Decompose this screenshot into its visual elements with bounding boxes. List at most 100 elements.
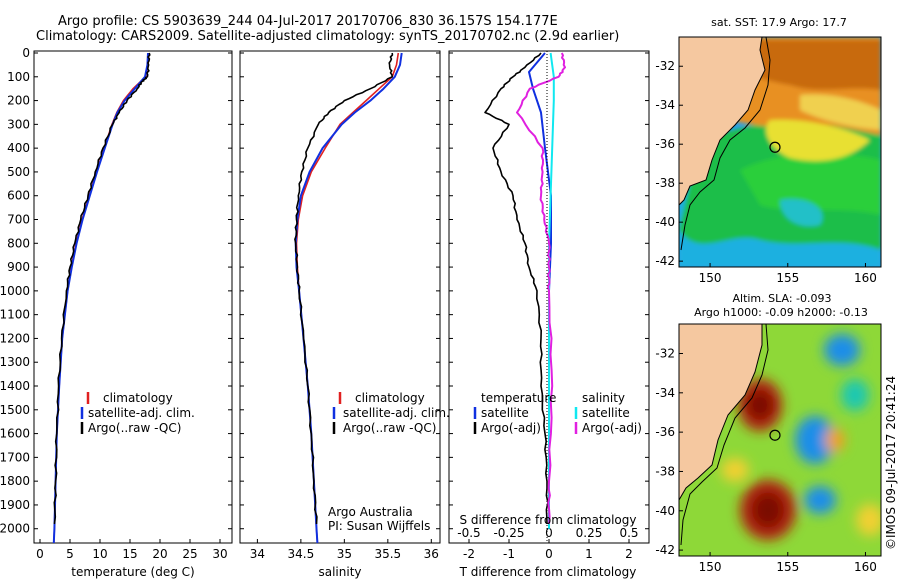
sla-argo-position-marker <box>769 429 781 441</box>
salinity-annotation-line2: PI: Susan Wijffels <box>328 519 430 533</box>
s-tick-label: -0.5 <box>457 526 480 540</box>
salinity-xlabel: salinity <box>318 565 361 579</box>
x-tick-label: 34.5 <box>288 547 315 561</box>
depth-tick-label: 600 <box>7 189 30 203</box>
depth-tick-label: 900 <box>7 260 30 274</box>
map-x-tick-label: 160 <box>854 560 877 574</box>
x-tick-label: 1 <box>585 547 593 561</box>
x-tick-label: 34 <box>250 547 265 561</box>
s-tick-label: 0.25 <box>576 526 603 540</box>
x-tick-label: 35.5 <box>374 547 401 561</box>
s-tick-label: 0.5 <box>619 526 638 540</box>
difference-panel: -2 -1 0 1 2 -0.5 -0.25 0 0.25 0.5 temperature sat… <box>448 50 650 579</box>
legend-label-satellite: satellite-adj. clim. <box>88 406 195 420</box>
legend-title-salinity: salinity <box>582 391 625 405</box>
depth-tick-label: 200 <box>7 94 30 108</box>
sla-map-field <box>679 324 881 556</box>
sst-map-panel: sat. SST: 17.9 Argo: 17.7 150 155 160 -32 -3… <box>655 16 882 285</box>
t-difference-xlabel: T difference from climatology <box>459 565 637 579</box>
temperature-xlabel: temperature (deg C) <box>71 565 194 579</box>
map-y-tick-label: -38 <box>655 464 675 478</box>
x-tick-label: 25 <box>182 547 197 561</box>
legend-label-argo: Argo(..raw -QC) <box>88 421 181 435</box>
salinity-panel: 34 34.5 35 35.5 36 climatology satellite-adj… <box>239 50 450 579</box>
x-tick-label: 10 <box>92 547 107 561</box>
depth-tick-label: 1700 <box>0 450 30 464</box>
map-y-tick-label: -40 <box>655 504 675 518</box>
legend-label-climatology: climatology <box>103 391 173 405</box>
legend-title-temperature: temperature <box>481 391 556 405</box>
x-tick-label: 5 <box>66 547 74 561</box>
map-x-tick-label: 160 <box>854 271 877 285</box>
depth-tick-label: 1300 <box>0 355 30 369</box>
sla-map-title-line1: Altim. SLA: -0.093 <box>732 292 831 305</box>
map-y-tick-label: -36 <box>655 425 675 439</box>
x-tick-label: 15 <box>122 547 137 561</box>
x-tick-label: -1 <box>503 547 515 561</box>
imos-watermark: ©IMOS 09-Jul-2017 20:41:24 <box>884 375 898 550</box>
map-y-tick-label: -40 <box>655 215 675 229</box>
depth-tick-label: 1400 <box>0 379 30 393</box>
map-x-tick-label: 155 <box>776 271 799 285</box>
depth-tick-label: 400 <box>7 141 30 155</box>
map-y-tick-label: -36 <box>655 137 675 151</box>
depth-tick-label: 500 <box>7 165 30 179</box>
depth-tick-label: 100 <box>7 70 30 84</box>
sst-argo-position-marker <box>769 141 781 153</box>
x-tick-label: 35 <box>337 547 352 561</box>
depth-tick-label: 1600 <box>0 427 30 441</box>
legend-label-t-argo: Argo(-adj) <box>481 421 541 435</box>
sla-map-panel: Altim. SLA: -0.093 Argo h1000: -0.09 h20… <box>655 292 882 574</box>
sla-land-mass <box>679 324 763 501</box>
depth-tick-label: 300 <box>7 117 30 131</box>
difference-legend: temperature satellite Argo(-adj) salinit… <box>473 391 642 435</box>
x-tick-label: 0 <box>36 547 44 561</box>
legend-label-satellite: satellite-adj. clim. <box>343 406 450 420</box>
map-y-tick-label: -42 <box>655 254 675 268</box>
map-y-tick-label: -34 <box>655 98 675 112</box>
legend-label-s-satellite: satellite <box>582 406 630 420</box>
map-x-tick-label: 150 <box>699 271 722 285</box>
sla-isobath <box>680 324 769 546</box>
depth-tick-label: 1200 <box>0 331 30 345</box>
x-tick-label: 0 <box>545 547 553 561</box>
legend-label-climatology: climatology <box>355 391 425 405</box>
sst-map-frame <box>678 36 882 268</box>
depth-tick-label: 700 <box>7 213 30 227</box>
series-line-s-satellite <box>548 52 555 529</box>
s-tick-label: 0 <box>545 526 553 540</box>
salinity-annotation-line1: Argo Australia <box>328 505 413 519</box>
depth-tick-label: 1500 <box>0 403 30 417</box>
depth-tick-label: 1800 <box>0 474 30 488</box>
series-line-t-argo <box>484 52 549 525</box>
s-tick-label: -0.25 <box>493 526 524 540</box>
sla-map-frame <box>678 323 882 557</box>
legend-label-argo: Argo(..raw -QC) <box>343 421 436 435</box>
legend-label-t-satellite: satellite <box>481 406 529 420</box>
s-difference-xlabel: S difference from climatology <box>460 513 637 527</box>
legend-label-s-argo: Argo(-adj) <box>582 421 642 435</box>
depth-tick-label: 800 <box>7 236 30 250</box>
depth-tick-label: 2000 <box>0 522 30 536</box>
depth-tick-label: 1900 <box>0 498 30 512</box>
series-line-argo <box>294 52 394 525</box>
map-y-tick-label: -38 <box>655 176 675 190</box>
x-tick-label: -2 <box>463 547 475 561</box>
map-y-tick-label: -34 <box>655 386 675 400</box>
depth-tick-label: 0 <box>22 46 30 60</box>
map-x-tick-label: 155 <box>776 560 799 574</box>
series-line-argo <box>53 52 151 525</box>
sst-map-field <box>679 37 881 267</box>
depth-tick-label: 1100 <box>0 308 30 322</box>
sst-land-mass <box>679 37 766 206</box>
x-tick-label: 20 <box>152 547 167 561</box>
series-line-s-argo <box>516 52 566 525</box>
temperature-legend: climatology satellite-adj. clim. Argo(..… <box>80 391 195 435</box>
series-line-satellite-adj-clim- <box>294 52 403 544</box>
x-tick-label: 36 <box>424 547 439 561</box>
x-tick-label: 2 <box>625 547 633 561</box>
sst-map-title: sat. SST: 17.9 Argo: 17.7 <box>711 16 847 29</box>
map-y-tick-label: -32 <box>655 59 675 73</box>
sla-map-title-line2: Argo h1000: -0.09 h2000: -0.13 <box>694 306 868 319</box>
